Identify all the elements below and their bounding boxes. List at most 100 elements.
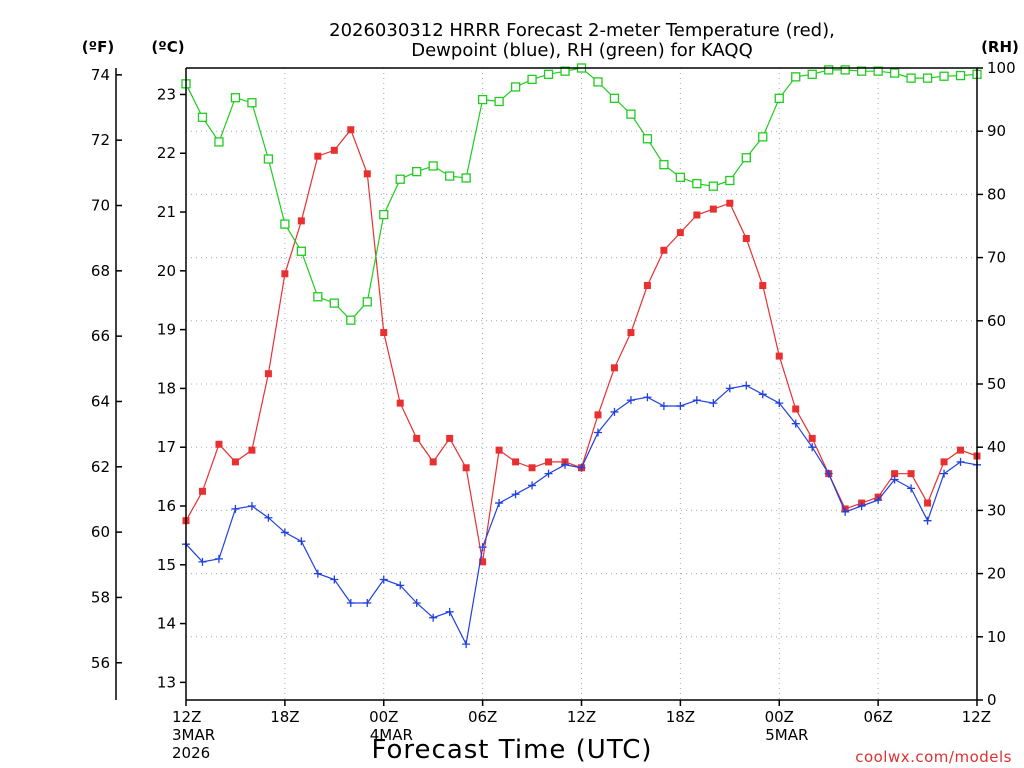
rh-point — [527, 74, 537, 85]
rh-point — [609, 93, 620, 103]
rh-point — [445, 171, 455, 181]
celsius-tick-label: 22 — [157, 144, 176, 162]
dewpoint-point — [297, 537, 306, 546]
2-meter-temperature-point — [479, 558, 487, 566]
dewpoint-point — [462, 640, 471, 649]
dewpoint-point — [742, 381, 751, 390]
rh-point — [791, 72, 801, 82]
dewpoint-point — [956, 457, 965, 466]
dewpoint-point — [561, 460, 570, 469]
dewpoint-point — [643, 393, 652, 402]
dewpoint-point — [445, 607, 454, 616]
2-meter-temperature-point — [940, 458, 948, 466]
celsius-tick-label: 13 — [157, 673, 176, 691]
2-meter-temperature-point — [726, 199, 734, 207]
dewpoint-point — [824, 469, 833, 478]
rh-point — [675, 172, 686, 182]
rh-point — [230, 93, 241, 103]
rh-point — [329, 298, 339, 308]
rh-point — [296, 246, 307, 256]
rh-point — [955, 70, 966, 81]
2-meter-temperature-point — [330, 146, 338, 154]
rh-tick-label: 40 — [987, 438, 1006, 456]
dewpoint-point — [626, 396, 635, 405]
rh-point — [214, 137, 224, 147]
fahrenheit-tick-label: 64 — [91, 392, 110, 410]
2-meter-temperature-point — [314, 152, 322, 160]
rh-point — [856, 66, 867, 76]
rh-point — [313, 292, 323, 302]
dewpoint-point — [808, 443, 817, 452]
celsius-tick-label: 23 — [157, 85, 176, 103]
2-meter-temperature-point — [643, 282, 651, 290]
2-meter-temperature-point — [297, 217, 305, 225]
dewpoint-point — [907, 484, 916, 493]
rh-point — [346, 315, 356, 325]
dewpoint-point — [231, 504, 240, 513]
fahrenheit-tick-label: 62 — [91, 458, 110, 476]
rh-point — [247, 98, 257, 108]
x-tick-label: 18Z — [270, 708, 299, 726]
rh-point — [824, 65, 834, 75]
2-meter-temperature-point — [380, 329, 388, 337]
rh-unit-label: (RH) — [981, 38, 1019, 56]
date-label: 3MAR — [172, 726, 215, 744]
2-meter-temperature-point — [907, 470, 915, 478]
2-meter-temperature-point — [495, 446, 503, 454]
rh-point — [741, 153, 751, 163]
dewpoint-point — [659, 402, 668, 411]
2-meter-temperature-point — [709, 205, 717, 213]
x-tick-label: 06Z — [863, 708, 892, 726]
fahrenheit-tick-label: 58 — [91, 588, 110, 606]
celsius-tick-label: 15 — [157, 556, 176, 574]
dewpoint-point — [940, 469, 949, 478]
rh-point — [939, 71, 949, 81]
celsius-unit-label: (ºC) — [151, 38, 184, 56]
fahrenheit-tick-label: 72 — [91, 131, 110, 149]
dewpoint-point — [198, 557, 207, 566]
x-tick-label: 06Z — [468, 708, 497, 726]
x-tick-label: 18Z — [666, 708, 695, 726]
2-meter-temperature-point — [545, 458, 553, 466]
2-meter-temperature-point — [512, 458, 520, 466]
rh-point — [873, 66, 883, 76]
celsius-tick-label: 21 — [157, 203, 176, 221]
2-meter-temperature-point — [347, 126, 355, 134]
fahrenheit-tick-label: 60 — [91, 523, 110, 541]
dewpoint-point — [429, 613, 438, 622]
rh-point — [692, 179, 702, 189]
2-meter-temperature-point — [759, 282, 767, 290]
celsius-tick-label: 19 — [157, 321, 176, 339]
rh-point — [477, 94, 488, 105]
rh-point — [543, 69, 554, 79]
dewpoint-point — [923, 516, 932, 525]
fahrenheit-unit-label: (ºF) — [82, 38, 114, 56]
rh-tick-label: 90 — [987, 122, 1006, 140]
rh-tick-label: 70 — [987, 249, 1006, 267]
rh-point — [626, 109, 636, 119]
dewpoint-point — [313, 569, 322, 578]
rh-point — [461, 173, 471, 183]
rh-point — [774, 93, 784, 103]
celsius-tick-label: 20 — [157, 262, 176, 280]
rh-point — [708, 181, 718, 191]
dewpoint-point — [791, 419, 800, 428]
2-meter-temperature-point — [775, 352, 783, 360]
2-meter-temperature-point — [693, 211, 701, 219]
rh-point — [197, 112, 208, 122]
dewpoint-point — [577, 463, 586, 472]
rh-point — [362, 297, 372, 307]
dewpoint-point — [379, 575, 388, 584]
rh-tick-label: 50 — [987, 375, 1006, 393]
2-meter-temperature-point — [215, 440, 223, 448]
dewpoint-point — [841, 507, 850, 516]
rh-point — [922, 73, 933, 83]
rh-point — [725, 175, 735, 186]
rh-point — [560, 66, 570, 76]
dewpoint-point — [544, 469, 553, 478]
rh-tick-label: 30 — [987, 501, 1006, 519]
2-meter-temperature-point — [792, 405, 800, 413]
dewpoint-point — [725, 384, 734, 393]
series — [181, 63, 982, 649]
